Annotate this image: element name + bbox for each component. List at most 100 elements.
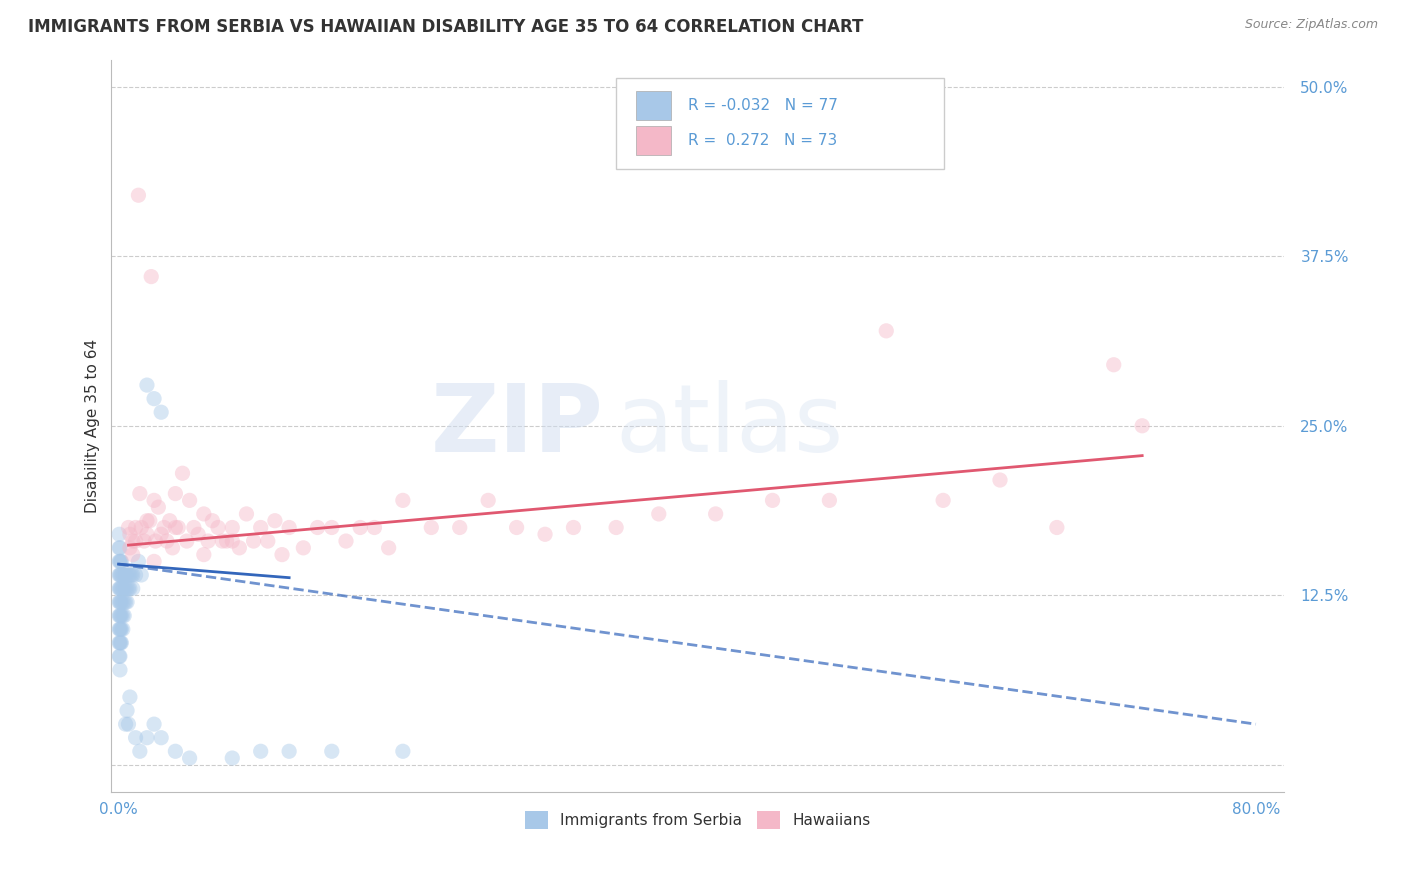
Point — [143, 392, 166, 406]
Point — [111, 595, 134, 609]
Point — [108, 568, 131, 582]
Point — [875, 324, 897, 338]
Point — [139, 514, 162, 528]
Text: Source: ZipAtlas.com: Source: ZipAtlas.com — [1244, 18, 1378, 31]
Text: R =  0.272   N = 73: R = 0.272 N = 73 — [689, 133, 838, 148]
Point — [114, 582, 136, 596]
Point — [108, 608, 131, 623]
Point — [477, 493, 499, 508]
Text: IMMIGRANTS FROM SERBIA VS HAWAIIAN DISABILITY AGE 35 TO 64 CORRELATION CHART: IMMIGRANTS FROM SERBIA VS HAWAIIAN DISAB… — [28, 18, 863, 36]
Point — [110, 595, 132, 609]
Point — [112, 568, 135, 582]
Point — [110, 582, 132, 596]
Point — [197, 534, 219, 549]
Point — [179, 751, 201, 765]
Point — [1130, 418, 1153, 433]
Point — [118, 541, 141, 555]
Point — [108, 527, 131, 541]
Point — [108, 554, 131, 568]
Point — [110, 608, 132, 623]
Point — [111, 568, 134, 582]
Point — [249, 744, 271, 758]
Point — [235, 507, 257, 521]
Point — [118, 690, 141, 704]
Point — [201, 514, 224, 528]
Point — [648, 507, 671, 521]
Point — [183, 520, 205, 534]
Point — [143, 554, 166, 568]
Point — [392, 744, 415, 758]
Point — [118, 582, 141, 596]
Point — [215, 534, 238, 549]
Point — [534, 527, 557, 541]
Point — [156, 534, 179, 549]
Point — [221, 520, 243, 534]
Point — [221, 751, 243, 765]
Point — [211, 534, 233, 549]
Point — [278, 520, 301, 534]
Point — [179, 493, 201, 508]
Point — [145, 534, 167, 549]
Point — [115, 582, 138, 596]
Point — [150, 731, 173, 745]
Point — [420, 520, 443, 534]
Point — [176, 534, 198, 549]
Point — [264, 514, 287, 528]
Point — [110, 582, 132, 596]
Point — [148, 500, 170, 515]
Point — [128, 486, 150, 500]
Point — [110, 622, 132, 636]
Point — [120, 568, 142, 582]
Point — [271, 548, 294, 562]
Point — [132, 534, 155, 549]
Point — [108, 608, 131, 623]
Point — [111, 622, 134, 636]
Point — [115, 568, 138, 582]
Legend: Immigrants from Serbia, Hawaiians: Immigrants from Serbia, Hawaiians — [519, 805, 877, 836]
Point — [117, 582, 139, 596]
Point — [165, 744, 187, 758]
Point — [114, 717, 136, 731]
Bar — [636, 126, 671, 155]
Point — [150, 405, 173, 419]
Point — [110, 568, 132, 582]
Point — [988, 473, 1011, 487]
Point — [112, 582, 135, 596]
Point — [108, 649, 131, 664]
Point — [143, 493, 166, 508]
Point — [108, 649, 131, 664]
Point — [114, 568, 136, 582]
Point — [108, 554, 131, 568]
Point — [141, 269, 163, 284]
Point — [221, 534, 243, 549]
Point — [321, 520, 343, 534]
Point — [108, 636, 131, 650]
Point — [242, 534, 264, 549]
Point — [124, 520, 146, 534]
Point — [121, 534, 143, 549]
Point — [377, 541, 399, 555]
Point — [110, 636, 132, 650]
Point — [108, 541, 131, 555]
Point — [207, 520, 229, 534]
FancyBboxPatch shape — [616, 78, 945, 169]
Point — [108, 636, 131, 650]
Point — [127, 554, 149, 568]
Point — [153, 520, 176, 534]
Point — [449, 520, 471, 534]
Point — [124, 568, 146, 582]
Point — [278, 744, 301, 758]
Point — [193, 548, 215, 562]
Point — [112, 608, 135, 623]
Point — [108, 568, 131, 582]
Point — [321, 744, 343, 758]
Point — [761, 493, 783, 508]
Point — [110, 636, 132, 650]
Point — [307, 520, 329, 534]
Point — [108, 582, 131, 596]
Point — [121, 568, 143, 582]
Point — [162, 541, 184, 555]
Point — [108, 582, 131, 596]
Point — [117, 717, 139, 731]
Point — [335, 534, 357, 549]
